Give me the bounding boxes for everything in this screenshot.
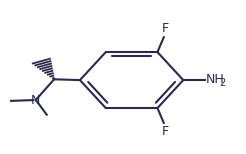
Text: F: F <box>161 22 169 35</box>
Text: F: F <box>161 125 169 138</box>
Text: N: N <box>31 94 40 107</box>
Text: 2: 2 <box>219 78 225 88</box>
Text: NH: NH <box>205 73 224 86</box>
